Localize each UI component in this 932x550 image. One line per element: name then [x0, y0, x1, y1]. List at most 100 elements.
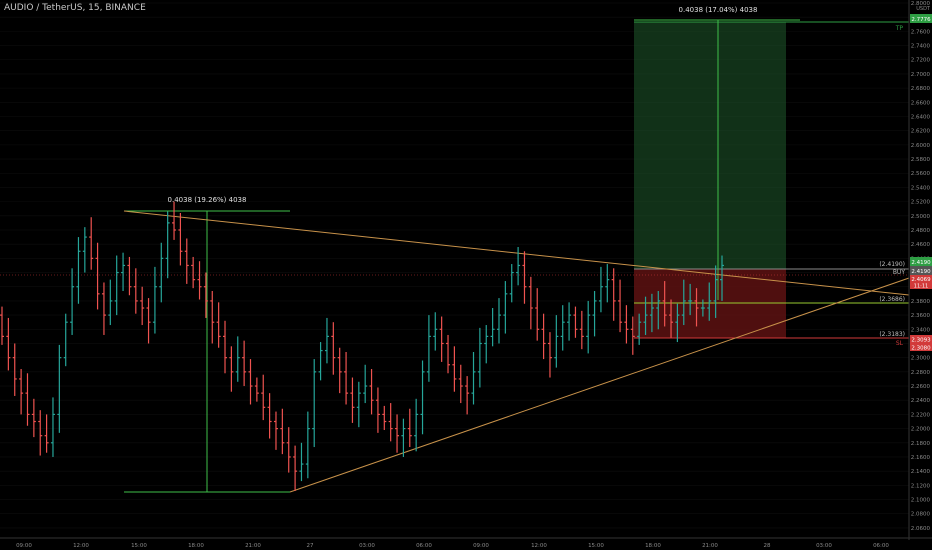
- candle-up: [426, 315, 431, 382]
- candle-down: [140, 286, 145, 326]
- candle-up: [490, 308, 495, 347]
- measure-tool-left[interactable]: 0.4038 (19.26%) 4038: [124, 196, 290, 493]
- candle-up: [63, 313, 68, 367]
- candle-up: [554, 315, 559, 368]
- time-tick-label: 21:00: [702, 543, 718, 549]
- candle-down: [446, 334, 451, 374]
- candle-down: [191, 256, 196, 289]
- time-axis[interactable]: 09:00 12:00 15:00 18:00 21:00 27 03:00 06:00 09:…: [0, 537, 932, 549]
- candle-up: [592, 290, 597, 337]
- sl-price-tag-2: [910, 343, 932, 351]
- price-tick-label: 2.3400: [911, 327, 931, 333]
- time-tick-label: 18:00: [645, 543, 661, 549]
- sl-price-tag: [910, 335, 932, 343]
- price-tick-label: 2.5600: [911, 171, 931, 177]
- candle-up: [496, 298, 501, 344]
- candle-down: [223, 320, 228, 374]
- symbol-title: AUDIO / TetherUS, 15, BINANCE: [4, 3, 146, 13]
- candle-down: [344, 351, 349, 405]
- candle-up: [121, 252, 126, 291]
- time-tick-label: 12:00: [73, 543, 89, 549]
- price-tick-label: 2.2800: [911, 370, 931, 376]
- price-tick-label: 2.3600: [911, 313, 931, 319]
- candle-up: [299, 442, 304, 482]
- time-tick-label: 03:00: [816, 543, 832, 549]
- candle-down: [133, 268, 138, 314]
- candle-down: [611, 268, 616, 321]
- candle-down: [522, 251, 527, 304]
- candle-down: [669, 299, 674, 338]
- price-tick-label: 2.2600: [911, 384, 931, 390]
- candle-down: [452, 346, 457, 392]
- price-tick-label: 2.4800: [911, 228, 931, 234]
- candle-up: [76, 237, 81, 304]
- tp-price-tag: [910, 14, 932, 23]
- price-tick-label: 2.7400: [911, 44, 931, 50]
- upper-trendline[interactable]: [123, 210, 910, 296]
- sl-side-label: SL: [896, 340, 904, 347]
- level-mid-label: (2.3686): [879, 296, 905, 303]
- price-tick-label: 2.6200: [911, 129, 931, 135]
- price-tick-label: 2.1800: [911, 441, 931, 447]
- price-tick-label: 2.0600: [911, 526, 931, 532]
- profit-zone[interactable]: [634, 22, 786, 269]
- candle-up: [471, 351, 476, 405]
- candle-down: [573, 306, 578, 338]
- time-tick-label: 09:00: [16, 543, 32, 549]
- candle-up: [707, 282, 712, 321]
- candle-down: [254, 377, 259, 402]
- svg-text:2.4190: 2.4190: [911, 269, 931, 275]
- price-tick-label: 2.1200: [911, 483, 931, 489]
- candle-up: [681, 279, 686, 326]
- candle-up: [414, 398, 419, 452]
- candle-up: [152, 266, 157, 334]
- price-tick-label: 2.7000: [911, 72, 931, 78]
- candle-down: [407, 408, 412, 448]
- measure-tool-right[interactable]: 0.4038 (17.04%) 4038: [634, 6, 800, 300]
- candle-down: [267, 393, 272, 439]
- candle-down: [465, 376, 470, 415]
- price-tick-label: 2.2000: [911, 427, 931, 433]
- candle-up: [484, 325, 489, 364]
- price-tick-label: 2.6800: [911, 86, 931, 92]
- price-axis[interactable]: USDT 2.0600 2.0800 2.1000 2.1200 2.1400 2.160…: [908, 0, 932, 540]
- candle-up: [305, 411, 310, 479]
- candle-up: [720, 255, 724, 301]
- candle-up: [312, 359, 317, 448]
- candle-down: [12, 343, 17, 396]
- svg-text:2.3080: 2.3080: [911, 346, 931, 352]
- price-tick-label: 2.4600: [911, 242, 931, 248]
- candle-up: [363, 364, 368, 404]
- candle-down: [31, 398, 36, 438]
- price-tick-label: 2.5000: [911, 214, 931, 220]
- level-entry-label: (2.4190): [879, 261, 905, 268]
- svg-text:2.7776: 2.7776: [911, 17, 931, 23]
- candle-down: [280, 408, 285, 455]
- lower-trendline[interactable]: [289, 277, 910, 493]
- entry-price-tag-2: [910, 266, 932, 275]
- candle-up: [477, 327, 482, 388]
- candle-up: [159, 242, 164, 303]
- candle-up: [420, 360, 425, 435]
- candle-down: [197, 261, 202, 300]
- time-tick-label: 06:00: [416, 543, 432, 549]
- candle-up: [516, 247, 521, 286]
- candle-down: [44, 414, 49, 453]
- price-tick-label: 2.5200: [911, 200, 931, 206]
- candle-up: [235, 336, 240, 382]
- candle-down: [388, 403, 393, 442]
- price-tick-label: 2.5800: [911, 157, 931, 163]
- candle-down: [624, 305, 629, 344]
- candle-down: [337, 347, 342, 394]
- candle-up: [57, 344, 62, 433]
- candle-down: [178, 212, 183, 266]
- candle-down: [89, 217, 94, 270]
- candle-down: [101, 282, 106, 335]
- candle-down: [127, 256, 132, 296]
- svg-text:2.4190: 2.4190: [911, 260, 931, 266]
- candle-down: [248, 359, 253, 405]
- entry-price-tag: [910, 257, 932, 266]
- price-tick-label: 2.1000: [911, 498, 931, 504]
- price-tick-label: 2.8000: [911, 1, 931, 7]
